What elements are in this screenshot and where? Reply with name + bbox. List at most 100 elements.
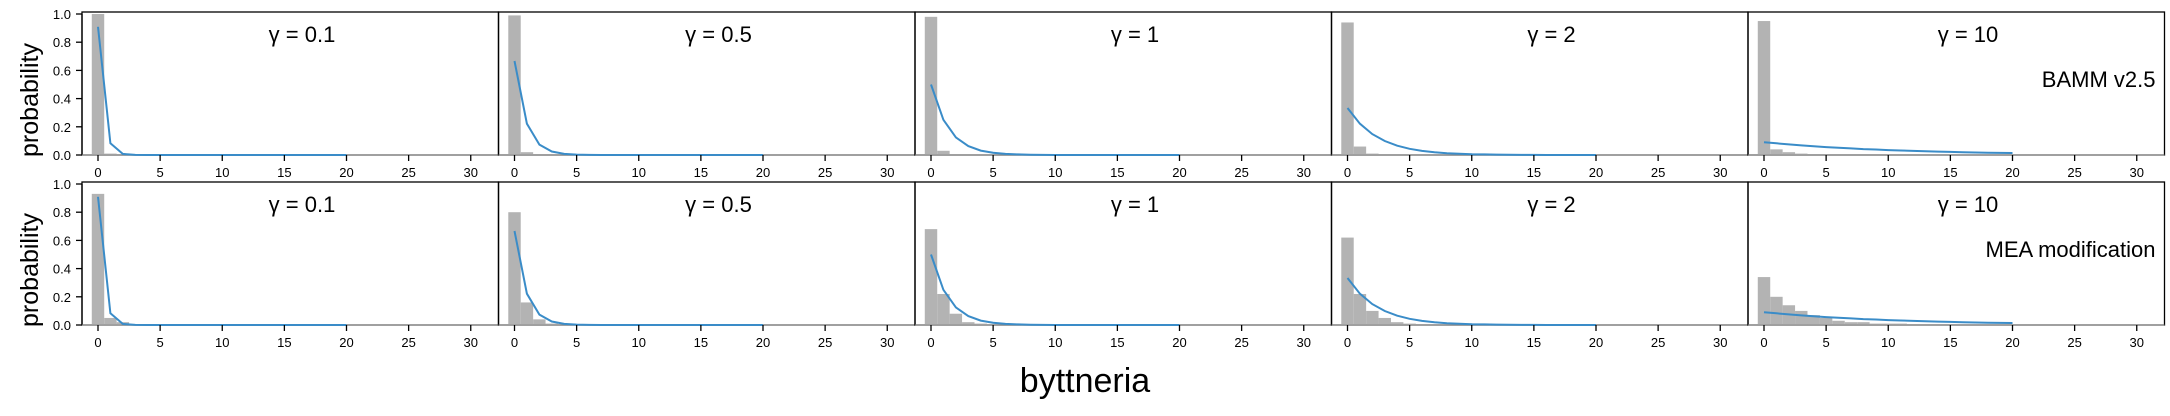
posterior-bar xyxy=(1807,315,1820,325)
x-tick-label: 0 xyxy=(1760,335,1767,350)
panel-title: γ = 0.5 xyxy=(685,192,752,217)
y-tick-label: 0.2 xyxy=(53,290,71,305)
x-tick-label: 10 xyxy=(1881,335,1895,350)
x-tick-label: 15 xyxy=(1943,165,1957,180)
posterior-bar xyxy=(1819,317,1833,325)
panel-title: γ = 1 xyxy=(1111,22,1159,47)
posterior-bar xyxy=(104,153,117,155)
y-tick-label: 0.8 xyxy=(53,205,71,220)
x-tick-label: 25 xyxy=(1234,165,1248,180)
panel-r2-c3: 0 5 10 15 20 25 30 γ = 1 xyxy=(914,181,1333,350)
panel-r1-c1: 0 5 10 15 20 25 30 γ = 0.1 xyxy=(81,11,500,180)
x-tick-label: 15 xyxy=(1527,335,1541,350)
posterior-bar xyxy=(1757,21,1771,155)
x-tick-label: 20 xyxy=(339,335,353,350)
x-tick-label: 0 xyxy=(1344,335,1351,350)
y-tick-label: 0.0 xyxy=(53,318,71,333)
panel-title: γ = 0.1 xyxy=(269,192,336,217)
x-tick-label: 25 xyxy=(1651,335,1665,350)
y-tick-label: 0.6 xyxy=(53,63,71,78)
panel-r2-c5: 0 5 10 15 20 25 30 γ = 10 xyxy=(1747,181,2166,350)
posterior-bar xyxy=(1894,323,1907,325)
panel-title: γ = 0.1 xyxy=(269,22,336,47)
x-tick-label: 10 xyxy=(1465,335,1479,350)
x-tick-label: 30 xyxy=(464,335,478,350)
posterior-bar xyxy=(1882,323,1895,325)
posterior-bar xyxy=(1832,320,1845,325)
x-tick-label: 5 xyxy=(573,335,580,350)
posterior-bar xyxy=(949,313,963,325)
panel-title: γ = 2 xyxy=(1527,192,1575,217)
x-tick-label: 5 xyxy=(1406,335,1413,350)
posterior-bar xyxy=(508,15,521,155)
x-tick-label: 20 xyxy=(1589,335,1603,350)
x-tick-label: 0 xyxy=(511,335,518,350)
x-tick-label: 10 xyxy=(632,165,646,180)
y-tick-label: 0.0 xyxy=(53,148,71,163)
x-tick-label: 15 xyxy=(1943,335,1957,350)
x-tick-label: 25 xyxy=(818,335,832,350)
x-tick-label: 20 xyxy=(756,165,770,180)
x-tick-label: 5 xyxy=(157,165,164,180)
posterior-bar xyxy=(1403,323,1416,325)
x-tick-label: 30 xyxy=(2130,165,2144,180)
x-tick-label: 20 xyxy=(1172,165,1186,180)
panel-title: γ = 2 xyxy=(1527,22,1575,47)
x-tick-label: 25 xyxy=(2067,165,2081,180)
prior-line xyxy=(513,230,763,326)
x-tick-label: 15 xyxy=(694,335,708,350)
x-tick-label: 15 xyxy=(277,335,291,350)
posterior-bar xyxy=(1757,277,1771,325)
posterior-bar xyxy=(1782,152,1796,155)
x-tick-label: 15 xyxy=(694,165,708,180)
x-tick-label: 20 xyxy=(2005,335,2019,350)
posterior-bar xyxy=(1770,149,1783,155)
prior-line xyxy=(1763,311,2013,324)
x-tick-label: 30 xyxy=(1297,165,1311,180)
x-tick-label: 10 xyxy=(215,335,229,350)
posterior-bar xyxy=(1353,146,1367,155)
x-tick-label: 15 xyxy=(1527,165,1541,180)
x-tick-label: 20 xyxy=(756,335,770,350)
posterior-bar xyxy=(1869,323,1883,325)
posterior-bar xyxy=(1366,153,1379,155)
x-tick-label: 0 xyxy=(927,335,934,350)
x-tick-label: 0 xyxy=(94,335,101,350)
posterior-bar xyxy=(1341,237,1354,325)
posterior-bar xyxy=(91,193,105,325)
x-tick-label: 25 xyxy=(1651,165,1665,180)
x-tick-label: 30 xyxy=(880,165,894,180)
prior-line xyxy=(930,254,1180,326)
x-tick-label: 15 xyxy=(277,165,291,180)
posterior-bar xyxy=(962,322,975,325)
x-tick-label: 30 xyxy=(880,335,894,350)
panel-r1-c5: 0 5 10 15 20 25 30 γ = 10 xyxy=(1747,11,2166,180)
posterior-bar xyxy=(104,317,117,325)
x-tick-label: 20 xyxy=(2005,165,2019,180)
panel-r2-c4: 0 5 10 15 20 25 30 γ = 2 xyxy=(1330,181,1749,350)
posterior-bar xyxy=(924,229,938,325)
posterior-bar xyxy=(508,212,521,325)
x-tick-label: 15 xyxy=(1110,335,1124,350)
y-tick-label: 1.0 xyxy=(53,7,71,22)
prior-line xyxy=(1763,141,2013,154)
panel-r2-c2: 0 5 10 15 20 25 30 γ = 0.5 xyxy=(497,181,916,350)
x-tick-label: 10 xyxy=(1048,335,1062,350)
posterior-bar xyxy=(1770,296,1783,325)
x-tick-label: 25 xyxy=(401,335,415,350)
x-tick-label: 30 xyxy=(1713,335,1727,350)
x-tick-label: 0 xyxy=(94,165,101,180)
x-tick-label: 5 xyxy=(573,165,580,180)
x-tick-label: 0 xyxy=(1344,165,1351,180)
panel-r1-c3: 0 5 10 15 20 25 30 γ = 1 xyxy=(914,11,1333,180)
panel-r1-c4: 0 5 10 15 20 25 30 γ = 2 xyxy=(1330,11,1749,180)
row-label: BAMM v2.5 xyxy=(2042,67,2156,92)
y-tick-label: 1.0 xyxy=(53,177,71,192)
posterior-bar xyxy=(974,323,987,325)
y-axis-row-1: 0.0 0.2 0.4 0.6 0.8 1.0 xyxy=(53,7,83,163)
x-tick-label: 10 xyxy=(215,165,229,180)
x-tick-label: 10 xyxy=(632,335,646,350)
posterior-bar xyxy=(545,323,558,325)
panel-title: γ = 1 xyxy=(1111,192,1159,217)
